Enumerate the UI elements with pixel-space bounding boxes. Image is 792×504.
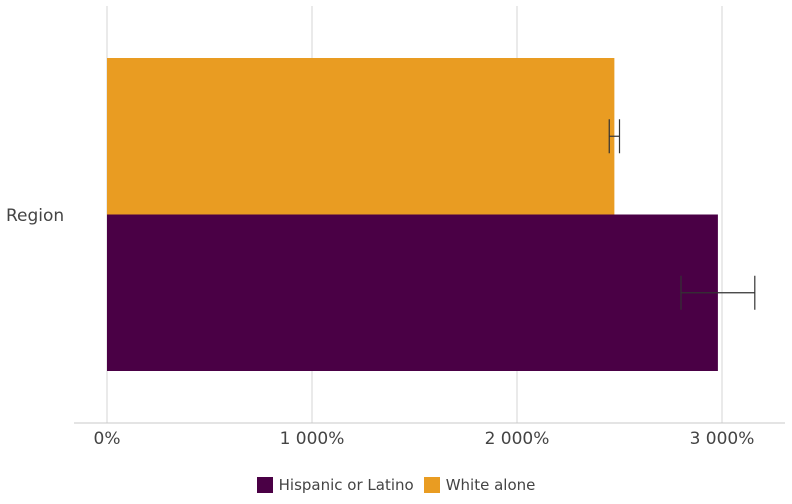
error-bar-white-alone: [608, 119, 621, 154]
x-tick-label: 3 000%: [690, 429, 755, 449]
x-tick-labels: 0% 1 000% 2 000% 3 000%: [94, 429, 755, 449]
bars: [107, 58, 718, 371]
bar-hispanic-or-latino: [107, 214, 718, 371]
legend-item-hispanic: Hispanic or Latino: [256, 476, 414, 494]
legend-swatch-hispanic: [256, 477, 273, 493]
legend-swatch-white: [423, 477, 440, 493]
legend-label-hispanic: Hispanic or Latino: [278, 476, 414, 494]
error-bars: [608, 119, 756, 310]
category-label: Region: [6, 206, 64, 226]
legend-label-white: White alone: [445, 476, 536, 494]
x-tick-label: 0%: [94, 429, 121, 449]
legend-item-white: White alone: [423, 476, 536, 494]
error-bar-hispanic-or-latino: [680, 275, 756, 310]
bar-white-alone: [107, 58, 615, 215]
legend: Hispanic or Latino White alone: [0, 474, 792, 496]
x-tick-label: 2 000%: [485, 429, 550, 449]
x-tick-label: 1 000%: [280, 429, 345, 449]
